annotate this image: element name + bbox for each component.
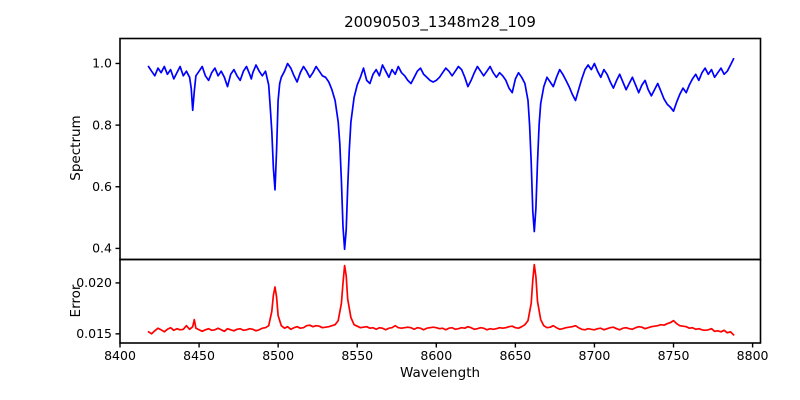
y-tick-label: 0.4	[92, 241, 112, 256]
error-frame	[119, 258, 762, 344]
x-tick-label: 8650	[499, 348, 531, 363]
y-tick-label: 1.0	[92, 56, 112, 71]
x-axis-label: Wavelength	[399, 365, 481, 381]
x-tick-label: 8600	[420, 348, 452, 363]
y-tick-label: 0.015	[76, 326, 112, 341]
x-tick-label: 8700	[579, 348, 611, 363]
error-line	[147, 263, 735, 336]
y-axis-label-error: Error	[68, 284, 84, 318]
y-tick-label: 0.8	[92, 117, 112, 132]
y-tick-label: 0.6	[92, 179, 112, 194]
y-tick-label: 0.020	[76, 275, 112, 290]
x-tick-label: 8400	[104, 348, 136, 363]
x-tick-label: 8500	[262, 348, 294, 363]
spectrum-line	[147, 57, 735, 251]
x-tick-label: 8550	[341, 348, 373, 363]
x-tick-label: 8800	[737, 348, 769, 363]
x-tick-label: 8450	[183, 348, 215, 363]
y-axis-label-spectrum: Spectrum	[68, 115, 84, 181]
chart-title: 20090503_1348m28_109	[344, 13, 536, 31]
x-tick-label: 8750	[658, 348, 690, 363]
